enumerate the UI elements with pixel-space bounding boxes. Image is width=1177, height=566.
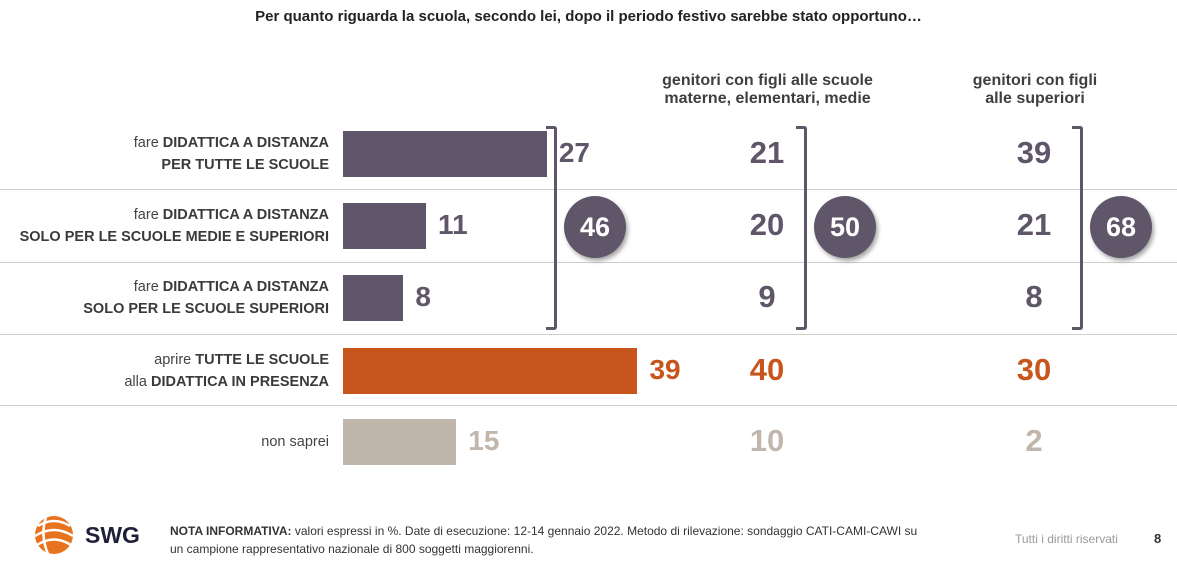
bar-value-label: 11 — [438, 209, 468, 240]
footer-note-line: valori espressi in %. Date di esecuzione… — [291, 524, 918, 538]
row-separator — [0, 262, 1177, 263]
group-bracket — [546, 126, 557, 330]
bar-total — [343, 275, 404, 321]
swg-logo-icon — [34, 516, 74, 555]
footer-note-line: un campione rappresentativo nazionale di… — [170, 542, 534, 556]
column-header-line: genitori con figli — [972, 72, 1098, 89]
category-label-line: non saprei — [261, 434, 329, 450]
category-label-line: fare DIDATTICA A DISTANZA — [133, 207, 329, 223]
bar-total — [343, 203, 427, 249]
column-value: 20 — [749, 207, 785, 242]
bar-value-label: 39 — [649, 354, 681, 385]
column-value: 21 — [749, 135, 785, 170]
column-value: 2 — [1025, 423, 1043, 458]
group-total-bubble: 46 — [564, 196, 626, 258]
bar-total — [343, 419, 457, 465]
category-label: non saprei — [0, 431, 329, 453]
bar-total — [343, 131, 547, 177]
bar-value-label: 8 — [415, 281, 431, 312]
bar-value-label: 27 — [558, 137, 590, 168]
column-header-elementari: genitori con figli alle scuole materne, … — [640, 72, 895, 108]
group-bracket — [1072, 126, 1083, 330]
column-value: 8 — [1025, 279, 1043, 314]
column-value: 39 — [1016, 135, 1052, 170]
category-label: fare DIDATTICA A DISTANZA SOLO PER LE SCU… — [0, 276, 329, 320]
page-number: 8 — [1154, 531, 1162, 546]
bar-value-label: 15 — [468, 425, 500, 456]
category-label-line: aprire TUTTE LE SCUOLE — [154, 352, 329, 368]
category-label-line: alla DIDATTICA IN PRESENZA — [124, 374, 329, 390]
category-label-line: PER TUTTE LE SCUOLE — [161, 157, 329, 173]
group-bracket — [796, 126, 807, 330]
column-header-line: genitori con figli alle scuole — [662, 72, 873, 89]
footer-note: NOTA INFORMATIVA: valori espressi in %. … — [170, 522, 917, 558]
category-label: aprire TUTTE LE SCUOLE alla DIDATTICA IN … — [0, 349, 329, 393]
logo-text: SWG — [85, 522, 140, 548]
category-label: fare DIDATTICA A DISTANZA PER TUTTE LE SC… — [0, 132, 329, 176]
category-label-line: SOLO PER LE SCUOLE MEDIE E SUPERIORI — [19, 229, 329, 245]
chart-title: Per quanto riguarda la scuola, secondo l… — [255, 8, 922, 25]
category-label-line: SOLO PER LE SCUOLE SUPERIORI — [83, 301, 329, 317]
column-header-line: alle superiori — [985, 90, 1085, 107]
column-value: 10 — [749, 423, 785, 458]
row-separator — [0, 189, 1177, 190]
column-value: 40 — [749, 352, 785, 387]
category-label: fare DIDATTICA A DISTANZA SOLO PER LE SCU… — [0, 204, 329, 248]
footer-note-label: NOTA INFORMATIVA: — [170, 524, 292, 538]
column-header-line: materne, elementari, medie — [664, 90, 871, 107]
row-separator — [0, 405, 1177, 406]
column-value: 9 — [758, 279, 776, 314]
column-value: 30 — [1016, 352, 1052, 387]
group-total-bubble: 50 — [814, 196, 876, 258]
category-label-line: fare DIDATTICA A DISTANZA — [133, 279, 329, 295]
column-header-superiori: genitori con figli alle superiori — [940, 72, 1130, 108]
row-separator — [0, 334, 1177, 335]
bar-total — [343, 348, 638, 394]
rights-text: Tutti i diritti riservati — [1015, 532, 1118, 546]
group-total-bubble: 68 — [1090, 196, 1152, 258]
category-label-line: fare DIDATTICA A DISTANZA — [133, 135, 329, 151]
column-value: 21 — [1016, 207, 1052, 242]
